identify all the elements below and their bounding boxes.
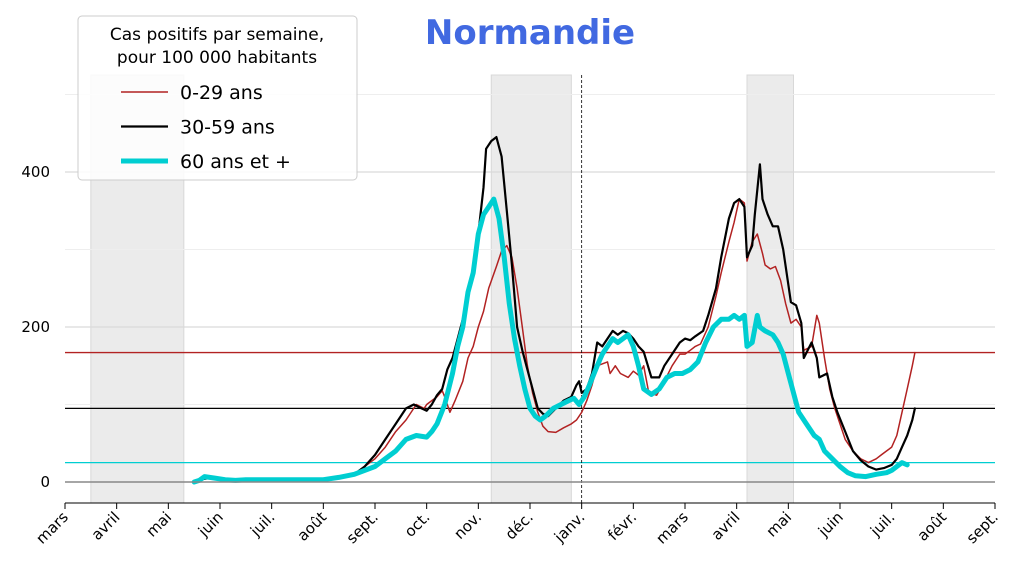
x-tick-label: oct. — [401, 508, 434, 541]
x-tick-label: août — [914, 508, 951, 545]
series-lines — [191, 136, 917, 485]
x-tick-label: déc. — [502, 508, 537, 543]
y-tick-label: 200 — [21, 318, 50, 336]
series-line-1 — [193, 136, 917, 483]
x-tick-label: mars — [652, 508, 692, 548]
x-tick-label: juin — [194, 508, 227, 541]
x-tick-label: sept. — [963, 508, 1002, 547]
x-tick-label: mars — [32, 508, 72, 548]
chart-title: Normandie — [425, 13, 635, 53]
x-tick-label: juin — [814, 508, 847, 541]
x-tick-label: févr. — [604, 508, 640, 544]
shaded-period-1 — [490, 74, 572, 504]
x-tick-label: sept. — [343, 508, 382, 547]
y-tick-label: 0 — [40, 473, 50, 491]
legend-label-1: 30-59 ans — [180, 117, 275, 139]
legend-label-2: 60 ans et + — [180, 151, 291, 173]
x-tick-label: juil. — [866, 508, 898, 540]
y-ticks: 0 200 400 — [21, 163, 50, 491]
x-tick-label: avril — [88, 508, 124, 544]
y-tick-label: 400 — [21, 163, 50, 181]
x-tick-label: juil. — [246, 508, 278, 540]
x-tick-label: janv. — [550, 508, 588, 546]
series-line-0 — [193, 198, 916, 483]
series-line-2 — [191, 196, 910, 485]
x-tick-label: nov. — [450, 508, 485, 543]
legend-box — [77, 15, 358, 181]
legend: Cas positifs par semaine, pour 100 000 ha… — [77, 15, 358, 181]
legend-title-line: pour 100 000 habitants — [117, 48, 317, 68]
x-tick-label: avril — [708, 508, 744, 544]
x-tick-label: mai — [763, 508, 796, 541]
legend-label-0: 0-29 ans — [180, 82, 263, 104]
x-tick-label: mai — [143, 508, 176, 541]
legend-title-line: Cas positifs par semaine, — [110, 25, 324, 45]
shaded-period-2 — [746, 74, 794, 504]
x-ticks: mars avril mai juin juil. août sept. oct. nov. dé… — [32, 503, 1002, 548]
x-tick-label: août — [294, 508, 331, 545]
